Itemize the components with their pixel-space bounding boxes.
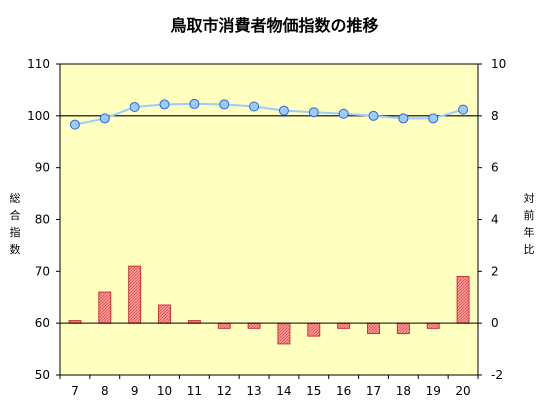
right-tick-label: 0 bbox=[491, 316, 499, 330]
right-tick-label: -2 bbox=[491, 368, 503, 382]
x-tick-label: 17 bbox=[366, 384, 381, 398]
right-tick-label: 2 bbox=[491, 264, 499, 278]
bar bbox=[396, 322, 410, 335]
index-point bbox=[99, 113, 110, 124]
index-point bbox=[219, 99, 230, 110]
right-tick-label: 10 bbox=[491, 57, 506, 71]
right-axis-label: 対前年比 bbox=[523, 192, 535, 256]
left-tick-label: 60 bbox=[35, 316, 50, 330]
index-point bbox=[338, 108, 349, 119]
index-point bbox=[368, 110, 379, 121]
bar bbox=[367, 322, 380, 335]
x-tick-label: 15 bbox=[306, 384, 321, 398]
bar bbox=[307, 322, 321, 337]
bar bbox=[217, 322, 231, 329]
bar bbox=[277, 322, 291, 345]
left-tick-label: 100 bbox=[27, 109, 50, 123]
left-tick-label: 90 bbox=[35, 161, 50, 175]
x-tick-label: 10 bbox=[157, 384, 172, 398]
index-point bbox=[278, 105, 289, 116]
bar bbox=[337, 322, 351, 329]
bar bbox=[456, 276, 470, 324]
right-tick-label: 8 bbox=[491, 109, 499, 123]
left-tick-label: 110 bbox=[27, 57, 50, 71]
index-point bbox=[458, 104, 469, 115]
left-tick-label: 80 bbox=[35, 213, 50, 227]
index-point bbox=[308, 107, 319, 118]
x-tick-label: 18 bbox=[396, 384, 411, 398]
index-point bbox=[189, 98, 200, 109]
x-tick-label: 12 bbox=[217, 384, 232, 398]
x-tick-label: 8 bbox=[101, 384, 109, 398]
index-point bbox=[69, 119, 80, 130]
bar bbox=[426, 322, 440, 329]
x-tick-label: 9 bbox=[131, 384, 139, 398]
bar bbox=[98, 291, 112, 324]
x-tick-label: 7 bbox=[71, 384, 79, 398]
index-point bbox=[159, 99, 170, 110]
left-axis-label: 総合指数 bbox=[9, 192, 21, 256]
x-tick-label: 20 bbox=[455, 384, 470, 398]
left-tick-label: 50 bbox=[35, 368, 50, 382]
x-tick-label: 11 bbox=[187, 384, 202, 398]
x-tick-label: 16 bbox=[336, 384, 351, 398]
left-tick-label: 70 bbox=[35, 264, 50, 278]
index-point bbox=[398, 113, 409, 124]
bar bbox=[128, 265, 142, 324]
index-point bbox=[428, 113, 439, 124]
x-tick-label: 19 bbox=[426, 384, 441, 398]
right-tick-label: 6 bbox=[491, 161, 499, 175]
bar bbox=[158, 304, 171, 324]
chart-title: 鳥取市消費者物価指数の推移 bbox=[170, 16, 379, 35]
index-point bbox=[249, 101, 260, 112]
index-point bbox=[129, 102, 140, 113]
bar bbox=[247, 322, 261, 329]
x-tick-label: 13 bbox=[246, 384, 261, 398]
x-tick-label: 14 bbox=[276, 384, 291, 398]
right-tick-label: 4 bbox=[491, 213, 499, 227]
